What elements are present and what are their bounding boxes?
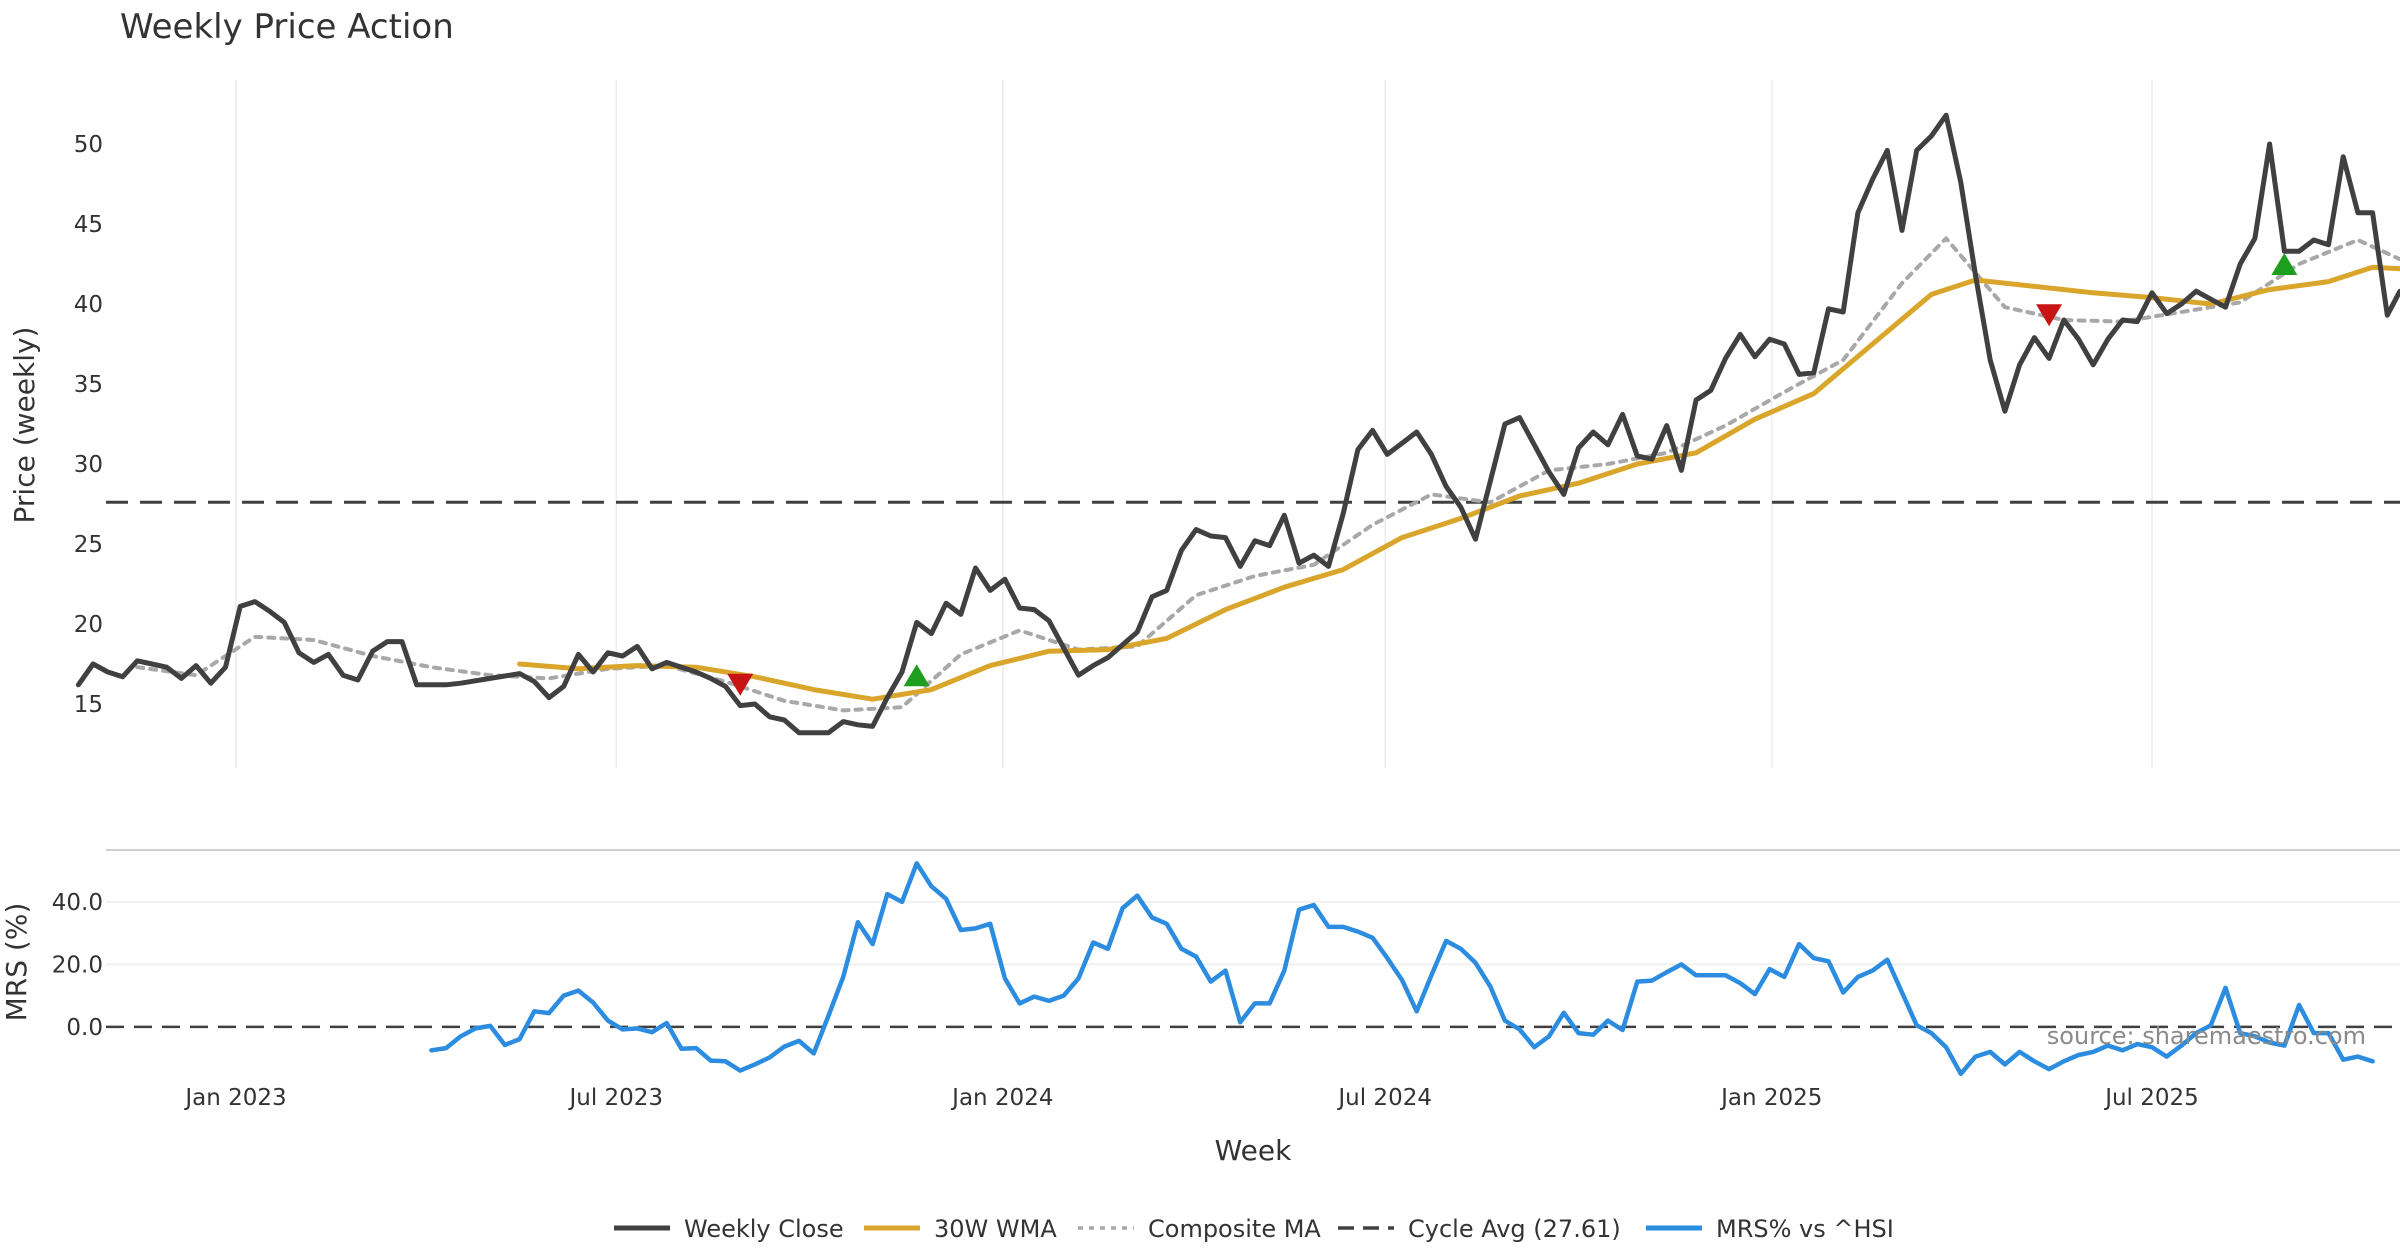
source-note: source: sharemaestro.com (2047, 1022, 2366, 1050)
legend-label: Weekly Close (684, 1215, 844, 1243)
chart-title: Weekly Price Action (120, 7, 454, 47)
series-weekly-close (75, 112, 2400, 736)
x-tick-label: Jul 2024 (1336, 1085, 1432, 1111)
legend-item: MRS% vs ^HSI (1646, 1215, 1894, 1243)
price-y-tick-label: 20 (74, 612, 103, 638)
sell-signal-marker (727, 673, 754, 696)
legend-item: Weekly Close (614, 1215, 844, 1243)
mrs-y-tick-label: 40.0 (52, 890, 103, 916)
price-y-tick-label: 35 (74, 372, 103, 398)
mrs-y-ticks: 0.0 20.0 40.0 (52, 890, 103, 1041)
mrs-series (429, 861, 2375, 1077)
price-series (75, 112, 2400, 736)
x-ticks: Jan 2023 Jul 2023 Jan 2024 Jul 2024 Jan 2025… (183, 1085, 2198, 1111)
price-y-tick-label: 50 (74, 132, 103, 158)
legend-label: 30W WMA (934, 1215, 1057, 1243)
price-y-tick-label: 15 (74, 692, 103, 718)
legend-item: Cycle Avg (27.61) (1338, 1215, 1621, 1243)
x-axis-title: Week (1215, 1134, 1292, 1167)
x-tick-label: Jan 2024 (950, 1085, 1053, 1111)
legend-item: 30W WMA (864, 1215, 1057, 1243)
legend-label: Composite MA (1148, 1215, 1321, 1243)
buy-signal-marker (903, 664, 930, 687)
mrs-grid (106, 901, 2400, 966)
x-tick-label: Jan 2025 (1719, 1085, 1822, 1111)
x-tick-label: Jul 2023 (567, 1085, 663, 1111)
series-mrs (429, 861, 2375, 1077)
series-30w-wma (517, 264, 2400, 702)
legend-label: MRS% vs ^HSI (1716, 1215, 1894, 1243)
price-y-axis-title: Price (weekly) (8, 327, 41, 524)
price-y-ticks: 15 20 25 30 35 40 45 50 (74, 132, 103, 718)
legend-item: Composite MA (1078, 1215, 1321, 1243)
price-y-tick-label: 40 (74, 292, 103, 318)
price-y-tick-label: 25 (74, 532, 103, 558)
x-tick-label: Jan 2023 (183, 1085, 286, 1111)
mrs-y-axis-title: MRS (%) (0, 903, 33, 1022)
x-tick-label: Jul 2025 (2103, 1085, 2199, 1111)
signal-markers (727, 253, 2298, 696)
sell-signal-marker (2036, 304, 2063, 327)
price-y-tick-label: 45 (74, 212, 103, 238)
price-grid (235, 80, 2153, 768)
mrs-y-tick-label: 20.0 (52, 952, 103, 978)
buy-signal-marker (2271, 253, 2298, 275)
mrs-y-tick-label: 0.0 (66, 1015, 103, 1041)
series-composite-ma (135, 236, 2400, 713)
price-y-tick-label: 30 (74, 452, 103, 478)
legend: Weekly Close 30W WMA Composite MA Cycle Avg… (614, 1215, 1894, 1243)
legend-label: Cycle Avg (27.61) (1408, 1215, 1621, 1243)
